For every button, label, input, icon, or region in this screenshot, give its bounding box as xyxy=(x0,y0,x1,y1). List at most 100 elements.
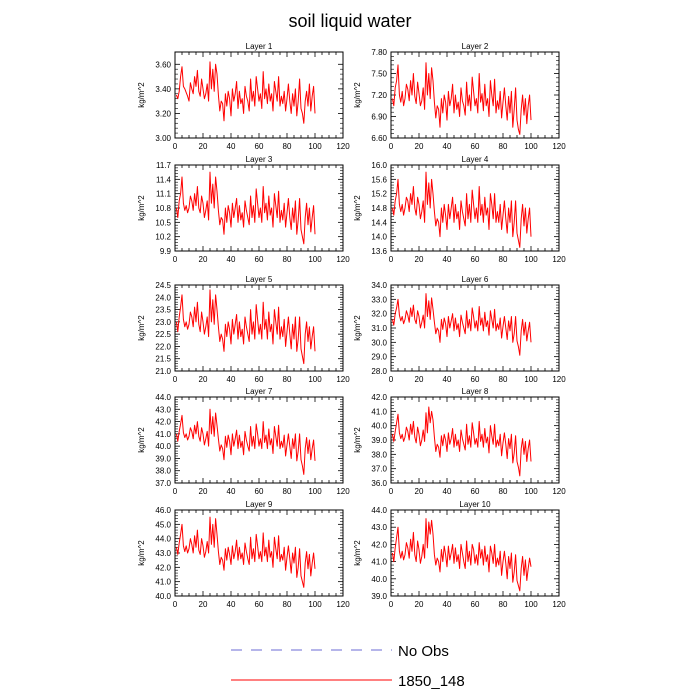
panel-layer-4: Layer 4 kg/m^2 0 20 40 60 80 100 120 13.6 14.0 14.4… xyxy=(353,155,566,264)
y-tick-label: 15.6 xyxy=(371,175,387,184)
legend-label-no-obs: No Obs xyxy=(398,643,449,660)
y-axis-label: kg/m^2 xyxy=(353,427,362,453)
panel-layer-5: Layer 5 kg/m^2 0 20 40 60 80 100 120 21.0 21.5 22.0… xyxy=(137,275,350,384)
series-line xyxy=(175,516,316,588)
x-tick-label: 80 xyxy=(283,600,292,609)
y-axis-label: kg/m^2 xyxy=(137,540,146,566)
y-tick-label: 40.0 xyxy=(155,592,171,601)
y-tick-label: 41.0 xyxy=(155,578,171,587)
y-tick-label: 24.5 xyxy=(155,281,171,290)
y-tick-label: 38.0 xyxy=(155,467,171,476)
x-tick-label: 40 xyxy=(227,600,236,609)
y-tick-label: 41.0 xyxy=(371,558,387,567)
y-tick-label: 10.5 xyxy=(155,218,171,227)
series-line xyxy=(391,406,532,477)
y-tick-label: 41.0 xyxy=(155,430,171,439)
y-tick-label: 32.0 xyxy=(371,310,387,319)
y-tick-label: 44.0 xyxy=(371,506,387,515)
y-tick-label: 7.80 xyxy=(371,48,387,57)
y-tick-label: 24.0 xyxy=(155,293,171,302)
panel-title: Layer 5 xyxy=(246,275,273,284)
x-tick-label: 80 xyxy=(499,600,508,609)
panel-layer-3: Layer 3 kg/m^2 0 20 40 60 80 100 120 9.9 10.2 10.5 1… xyxy=(137,155,350,264)
y-axis-label: kg/m^2 xyxy=(137,427,146,453)
x-tick-label: 0 xyxy=(389,487,394,496)
y-tick-label: 3.40 xyxy=(155,85,171,94)
y-tick-label: 16.0 xyxy=(371,161,387,170)
x-tick-label: 80 xyxy=(499,487,508,496)
y-tick-label: 3.60 xyxy=(155,60,171,69)
panel-layer-8: Layer 8 kg/m^2 0 20 40 60 80 100 120 36.0 37.0 38.0… xyxy=(353,387,566,496)
x-tick-label: 20 xyxy=(415,600,424,609)
y-tick-label: 14.4 xyxy=(371,218,387,227)
y-tick-label: 14.8 xyxy=(371,204,387,213)
y-tick-label: 40.0 xyxy=(371,422,387,431)
y-tick-label: 28.0 xyxy=(371,367,387,376)
panel-title: Layer 9 xyxy=(246,500,273,509)
y-tick-label: 42.0 xyxy=(371,393,387,402)
y-tick-label: 43.0 xyxy=(155,549,171,558)
series-line xyxy=(175,408,316,475)
panel-layer-6: Layer 6 kg/m^2 0 20 40 60 80 100 120 28.0 29.0 30.0… xyxy=(353,275,566,384)
panel-title: Layer 7 xyxy=(246,387,273,396)
y-tick-label: 44.0 xyxy=(155,535,171,544)
x-tick-label: 120 xyxy=(336,375,350,384)
y-tick-label: 46.0 xyxy=(155,506,171,515)
y-tick-label: 9.9 xyxy=(160,247,172,256)
x-tick-label: 120 xyxy=(552,600,566,609)
y-tick-label: 11.1 xyxy=(156,190,172,199)
x-tick-label: 60 xyxy=(471,487,480,496)
panel-layer-2: Layer 2 kg/m^2 0 20 40 60 80 100 120 6.60 6.90 7.20… xyxy=(353,42,566,151)
x-tick-label: 120 xyxy=(552,375,566,384)
x-tick-label: 100 xyxy=(524,142,538,151)
x-tick-label: 0 xyxy=(173,255,178,264)
y-tick-label: 44.0 xyxy=(155,393,171,402)
y-tick-label: 23.0 xyxy=(155,318,171,327)
y-tick-label: 21.0 xyxy=(155,367,171,376)
y-tick-label: 10.2 xyxy=(155,233,171,242)
x-tick-label: 60 xyxy=(471,255,480,264)
x-tick-label: 0 xyxy=(173,487,178,496)
y-tick-label: 37.0 xyxy=(371,465,387,474)
y-axis-label: kg/m^2 xyxy=(137,82,146,108)
x-tick-label: 40 xyxy=(227,487,236,496)
series-line xyxy=(175,61,316,124)
y-tick-label: 39.0 xyxy=(371,436,387,445)
panel-layer-10: Layer 10 kg/m^2 0 20 40 60 80 100 120 39.0 40.0 41.… xyxy=(353,500,566,609)
x-tick-label: 80 xyxy=(499,255,508,264)
y-tick-label: 39.0 xyxy=(371,592,387,601)
y-tick-label: 21.5 xyxy=(155,355,171,364)
panel-title: Layer 6 xyxy=(462,275,489,284)
y-tick-label: 42.0 xyxy=(371,540,387,549)
y-tick-label: 11.4 xyxy=(156,175,172,184)
y-axis-label: kg/m^2 xyxy=(353,540,362,566)
x-tick-label: 0 xyxy=(173,142,178,151)
x-tick-label: 20 xyxy=(415,142,424,151)
y-tick-label: 11.7 xyxy=(156,161,172,170)
y-tick-label: 7.50 xyxy=(371,70,387,79)
legend: No Obs 1850_148 xyxy=(231,643,465,690)
x-tick-label: 120 xyxy=(336,487,350,496)
y-tick-label: 6.90 xyxy=(371,113,387,122)
y-tick-label: 45.0 xyxy=(155,520,171,529)
x-tick-label: 40 xyxy=(227,375,236,384)
x-tick-label: 20 xyxy=(199,375,208,384)
y-axis-label: kg/m^2 xyxy=(137,195,146,221)
x-tick-label: 60 xyxy=(471,375,480,384)
y-tick-label: 22.0 xyxy=(155,342,171,351)
series-line xyxy=(175,289,316,365)
y-tick-label: 34.0 xyxy=(371,281,387,290)
x-tick-label: 0 xyxy=(389,255,394,264)
x-tick-label: 120 xyxy=(552,487,566,496)
y-tick-label: 40.0 xyxy=(371,575,387,584)
panel-layer-1: Layer 1 kg/m^2 0 20 40 60 80 100 120 3.00 3.20 3.40… xyxy=(137,42,350,151)
x-tick-label: 0 xyxy=(389,600,394,609)
y-tick-label: 42.0 xyxy=(155,563,171,572)
x-tick-label: 100 xyxy=(524,487,538,496)
series-line xyxy=(391,518,532,592)
x-tick-label: 80 xyxy=(499,375,508,384)
panel-title: Layer 10 xyxy=(459,500,491,509)
y-tick-label: 3.20 xyxy=(155,109,171,118)
y-tick-label: 23.5 xyxy=(155,306,171,315)
